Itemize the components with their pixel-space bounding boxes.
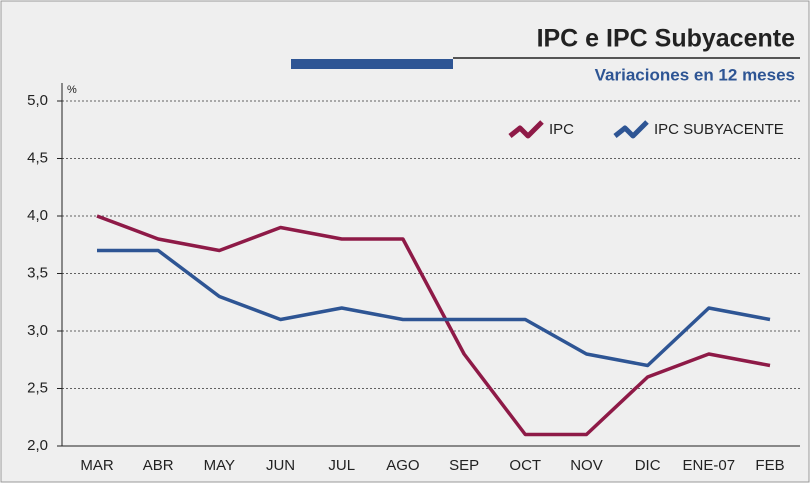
legend-icon <box>508 120 544 139</box>
y-tick-label: 5,0 <box>27 92 48 109</box>
legend-label: IPC SUBYACENTE <box>654 121 784 138</box>
y-tick-label: 2,0 <box>27 437 48 454</box>
x-tick-label: JUL <box>328 457 355 474</box>
x-tick-label: FEB <box>755 457 784 474</box>
x-tick-label: ABR <box>143 457 174 474</box>
x-tick-label: JUN <box>266 457 295 474</box>
x-tick-label: MAY <box>204 457 235 474</box>
y-unit: % <box>67 84 77 96</box>
title-bar <box>291 59 453 69</box>
y-tick-label: 2,5 <box>27 379 48 396</box>
y-tick-label: 3,5 <box>27 264 48 281</box>
series-line <box>97 248 771 368</box>
x-tick-label: DIC <box>635 457 661 474</box>
x-tick-label: SEP <box>449 457 479 474</box>
x-tick-label: AGO <box>386 457 419 474</box>
series-line <box>96 214 771 437</box>
x-tick-label: ENE-07 <box>683 457 736 474</box>
chart-subtitle: Variaciones en 12 meses <box>595 65 795 84</box>
x-tick-label: NOV <box>570 457 603 474</box>
y-tick-label: 4,0 <box>27 207 48 224</box>
chart-title: IPC e IPC Subyacente <box>537 25 796 53</box>
x-tick-label: MAR <box>80 457 114 474</box>
legend-icon <box>613 120 649 139</box>
x-tick-label: OCT <box>509 457 541 474</box>
y-tick-label: 4,5 <box>27 149 48 166</box>
legend-label: IPC <box>549 121 574 138</box>
y-tick-label: 3,0 <box>27 322 48 339</box>
